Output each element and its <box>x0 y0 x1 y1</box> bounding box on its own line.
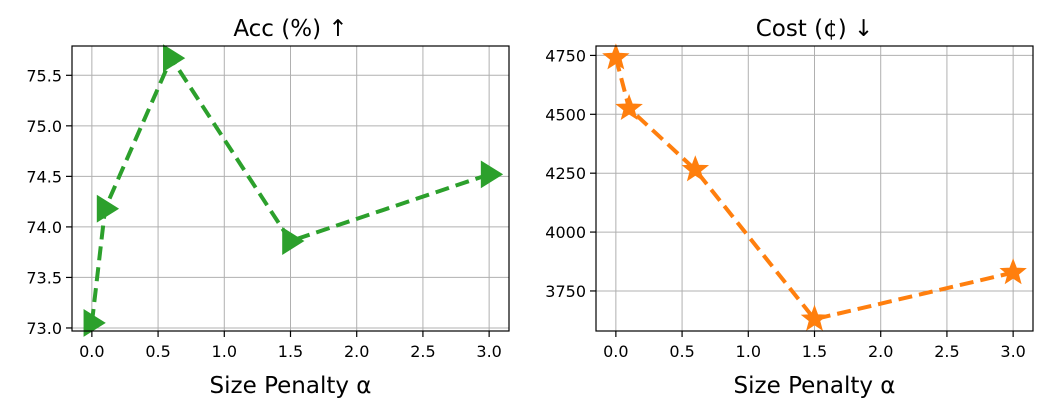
accuracy-data-point-2 <box>163 44 186 73</box>
accuracy-y-tick-label-0: 73.0 <box>26 319 62 338</box>
accuracy-x-tick-label-3: 1.5 <box>278 342 303 361</box>
accuracy-y-tick-label-3: 74.5 <box>26 167 62 186</box>
accuracy-y-tick-label-5: 75.5 <box>26 66 62 85</box>
cost-data-point-0 <box>602 43 630 70</box>
cost-x-axis-label: Size Penalty α <box>734 373 896 399</box>
accuracy-y-tick-label-2: 74.0 <box>26 218 62 237</box>
accuracy-chart-title: Acc (%) ↑ <box>233 16 347 42</box>
cost-x-tick-label-0: 0.0 <box>603 342 628 361</box>
cost-x-tick-label-6: 3.0 <box>1000 342 1025 361</box>
accuracy-data-point-1 <box>96 194 120 223</box>
cost-y-tick-label-1: 4000 <box>545 223 586 242</box>
cost-panel: 0.0 0.5 1.0 1.5 2.0 2.5 3.0 3750 4000 4250 4500 475… <box>545 16 1034 399</box>
accuracy-x-tick-label-0: 0.0 <box>79 342 104 361</box>
accuracy-x-tick-label-4: 2.0 <box>344 342 369 361</box>
accuracy-x-tick-label-1: 0.5 <box>145 342 170 361</box>
cost-x-tick-label-1: 0.5 <box>669 342 694 361</box>
cost-data-point-3 <box>800 304 829 331</box>
accuracy-data-point-0 <box>83 309 106 337</box>
accuracy-x-axis-label: Size Penalty α <box>210 373 372 399</box>
cost-series-line <box>613 57 1014 322</box>
cost-y-tick-label-3: 4500 <box>545 105 586 124</box>
cost-data-point-4 <box>999 258 1027 285</box>
cost-data-point-2 <box>681 155 710 182</box>
cost-x-tick-label-2: 1.0 <box>736 342 761 361</box>
cost-x-tick-label-3: 1.5 <box>802 342 827 361</box>
accuracy-y-tick-label-1: 73.5 <box>26 268 62 287</box>
accuracy-data-point-4 <box>480 160 504 189</box>
accuracy-y-tick-label-4: 75.0 <box>26 117 62 136</box>
cost-data-point-1 <box>615 93 643 121</box>
cost-x-tick-label-4: 2.0 <box>868 342 893 361</box>
cost-chart-title: Cost (¢) ↓ <box>756 16 874 42</box>
accuracy-x-tick-label-2: 1.0 <box>212 342 237 361</box>
accuracy-x-tick-label-5: 2.5 <box>410 342 435 361</box>
accuracy-x-tick-label-6: 3.0 <box>476 342 501 361</box>
cost-y-tick-label-0: 3750 <box>545 282 586 301</box>
accuracy-panel: 0.0 0.5 1.0 1.5 2.0 2.5 3.0 73.0 73.5 74.0 74.5 75.… <box>26 16 510 399</box>
cost-y-tick-label-2: 4250 <box>545 164 586 183</box>
accuracy-data-point-3 <box>282 227 305 255</box>
cost-y-tick-label-4: 4750 <box>545 46 586 65</box>
cost-x-tick-label-5: 2.5 <box>934 342 959 361</box>
